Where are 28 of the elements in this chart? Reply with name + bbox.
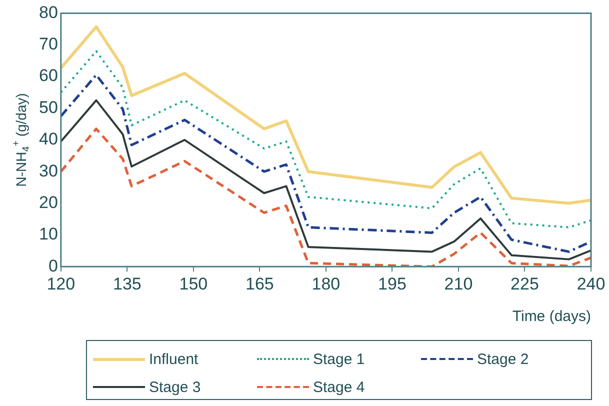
y-tick-label: 40	[38, 130, 58, 149]
y-tick-label: 0	[48, 256, 58, 276]
line-series	[60, 50, 591, 228]
x-tick-label: 195	[378, 274, 406, 294]
y-tick-label: 80	[38, 2, 58, 22]
x-tick-label: 225	[510, 274, 539, 294]
legend-label: Stage 4	[313, 378, 365, 396]
x-tick-label: 120	[46, 274, 76, 294]
x-tick-label: 150	[179, 274, 208, 294]
y-tick-label: 50	[38, 98, 58, 117]
line-series	[60, 74, 591, 253]
y-tick-label: 30	[38, 161, 58, 180]
x-tick-label: 210	[444, 274, 473, 294]
y-tick-label: 70	[38, 34, 58, 54]
legend-label: Stage 2	[477, 350, 529, 368]
x-tick-label: 180	[312, 274, 340, 294]
x-tick-label: 135	[112, 274, 142, 294]
x-tick-label: 240	[576, 274, 606, 294]
legend-label: Influent	[149, 350, 198, 368]
line-series	[60, 128, 591, 267]
y-tick-label: 60	[38, 66, 58, 86]
y-tick-label: 20	[38, 192, 58, 212]
x-axis-title: Time (days)	[512, 308, 591, 326]
legend-label: Stage 3	[149, 378, 201, 396]
x-tick-label: 165	[246, 274, 274, 294]
y-axis-title: N-NH4+ (g/day)	[11, 93, 32, 187]
y-tick-label: 10	[38, 224, 58, 244]
legend-label: Stage 1	[313, 350, 365, 368]
